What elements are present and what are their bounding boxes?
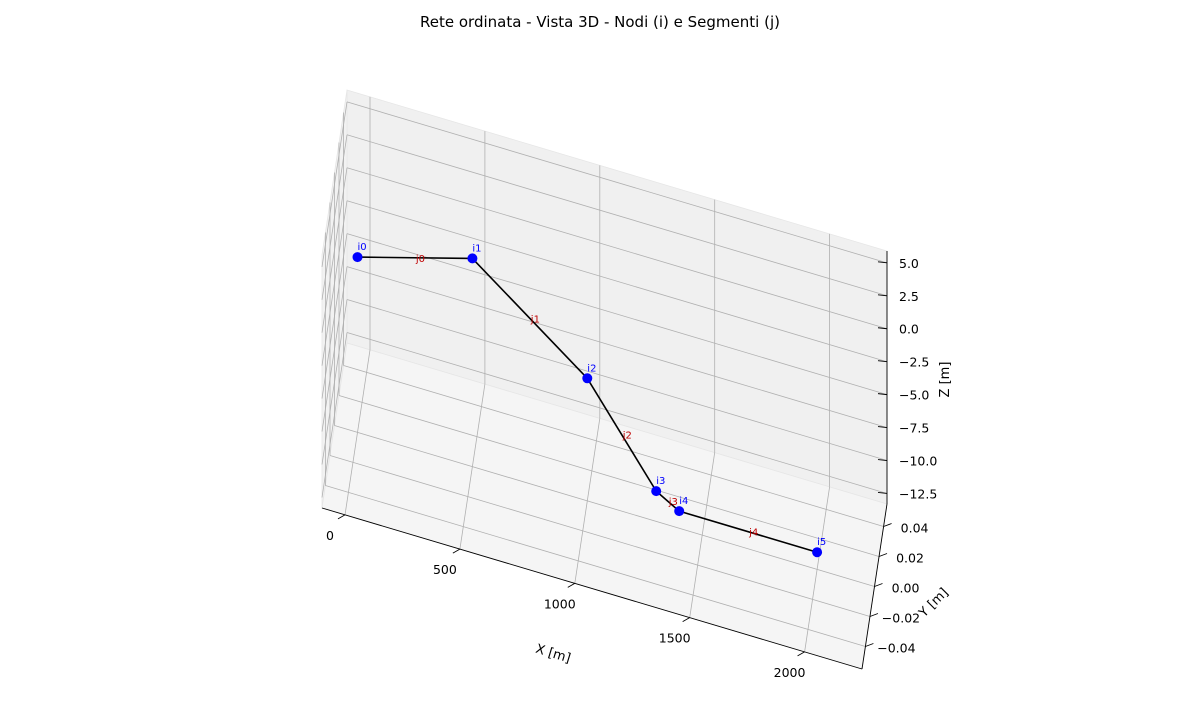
network-series <box>352 252 823 558</box>
grid-line-z <box>346 167 888 330</box>
z-tick-label: −2.5 <box>899 355 929 370</box>
z-tick-label: −5.0 <box>899 388 929 403</box>
node-i4 <box>674 506 685 517</box>
grid-line-z <box>321 299 348 465</box>
node-i5 <box>812 547 823 558</box>
x-tick-label: 1500 <box>659 631 691 646</box>
segment-label-j4: j4 <box>748 528 758 539</box>
grid-line-z <box>346 299 888 461</box>
y-tick-label: 0.00 <box>892 581 920 596</box>
segment-j3 <box>655 490 680 512</box>
grid-line-y <box>325 485 866 647</box>
z-tick-mark <box>877 261 888 264</box>
y-axis-label: Y [m] <box>916 585 952 621</box>
x-axis-label: X [m] <box>534 642 573 667</box>
z-tick-label: −7.5 <box>899 421 929 436</box>
segment-j0 <box>357 256 473 260</box>
chart-title: Rete ordinata - Vista 3D - Nodi (i) e Se… <box>420 13 780 31</box>
segment-label-j0: j0 <box>415 254 425 265</box>
grid-line-z <box>346 101 888 264</box>
y-tick-mark <box>865 643 874 647</box>
grid-line-z <box>346 266 888 428</box>
z-tick-mark <box>877 360 888 363</box>
y-tick-mark <box>883 523 892 527</box>
z-tick-label: −10.0 <box>899 454 937 469</box>
y-tick-label: −0.04 <box>877 641 915 656</box>
tick-marks: 0 500 1000 1500 2000 −0.04 −0.02 0.00 0.02 0.04 −1… <box>326 256 937 680</box>
z-tick-mark <box>877 294 888 297</box>
y-tick-label: 0.02 <box>896 551 924 566</box>
x-tick-mark <box>567 582 575 588</box>
grid-line-z <box>321 167 348 333</box>
z-tick-mark <box>877 492 888 494</box>
grid-line-z <box>321 200 348 366</box>
node-label-i3: i3 <box>656 476 665 487</box>
y-tick-mark <box>878 553 888 557</box>
z-tick-mark <box>877 393 888 396</box>
z-axis-label: Z [m] <box>938 362 953 398</box>
x-tick-mark <box>682 617 690 623</box>
node-i2 <box>582 373 593 384</box>
segment-j1 <box>471 257 588 379</box>
y-tick-mark <box>874 583 883 587</box>
segment-label-j3: j3 <box>668 497 678 508</box>
grid-line-z <box>346 332 888 494</box>
y-tick-label: −0.02 <box>882 611 920 626</box>
grid-line-y <box>329 455 871 617</box>
grid-line-z <box>346 233 888 395</box>
z-tick-label: 0.0 <box>899 322 919 337</box>
z-tick-mark <box>877 327 888 330</box>
segment-label-j2: j2 <box>622 431 632 442</box>
grid-line-y <box>343 365 884 527</box>
grid-lines <box>321 96 888 652</box>
node-label-i4: i4 <box>679 496 688 507</box>
x-tick-label: 0 <box>326 528 334 543</box>
x-tick-mark <box>337 514 346 520</box>
node-label-i1: i1 <box>472 243 481 254</box>
node-label-i0: i0 <box>358 242 367 253</box>
grid-line-y <box>334 425 875 587</box>
x-tick-mark <box>797 651 805 657</box>
z-tick-label: 5.0 <box>899 256 919 271</box>
node-label-i2: i2 <box>587 363 596 374</box>
z-tick-mark <box>877 426 888 429</box>
axes-panes <box>321 89 888 670</box>
node-i1 <box>467 253 478 264</box>
grid-line-z <box>346 134 888 297</box>
segment-label-j1: j1 <box>530 314 540 325</box>
grid-line-z <box>321 134 348 300</box>
segment-j4 <box>678 510 818 554</box>
grid-line-z <box>321 233 348 399</box>
y-tick-mark <box>869 613 879 617</box>
grid-line-z <box>321 101 348 267</box>
segment-j2 <box>586 377 657 492</box>
grid-line-z <box>321 266 348 432</box>
x-tick-label: 500 <box>433 562 457 577</box>
x-tick-label: 2000 <box>774 665 806 680</box>
z-tick-label: −12.5 <box>899 486 937 501</box>
x-axis-line <box>321 507 863 670</box>
node-i0 <box>352 252 363 263</box>
point-labels: j0 j1 j2 j3 j4 i0 i1 i2 i3 i4 i5 <box>358 242 827 548</box>
grid-line-z <box>346 200 888 363</box>
x-tick-mark <box>452 548 461 554</box>
z-tick-mark <box>877 459 888 461</box>
grid-line-z <box>321 332 348 498</box>
grid-line-y <box>338 395 880 557</box>
x-tick-label: 1000 <box>544 596 576 611</box>
node-i3 <box>651 486 662 497</box>
y-tick-label: 0.04 <box>901 521 929 536</box>
node-label-i5: i5 <box>817 537 826 548</box>
z-tick-label: 2.5 <box>899 289 919 304</box>
